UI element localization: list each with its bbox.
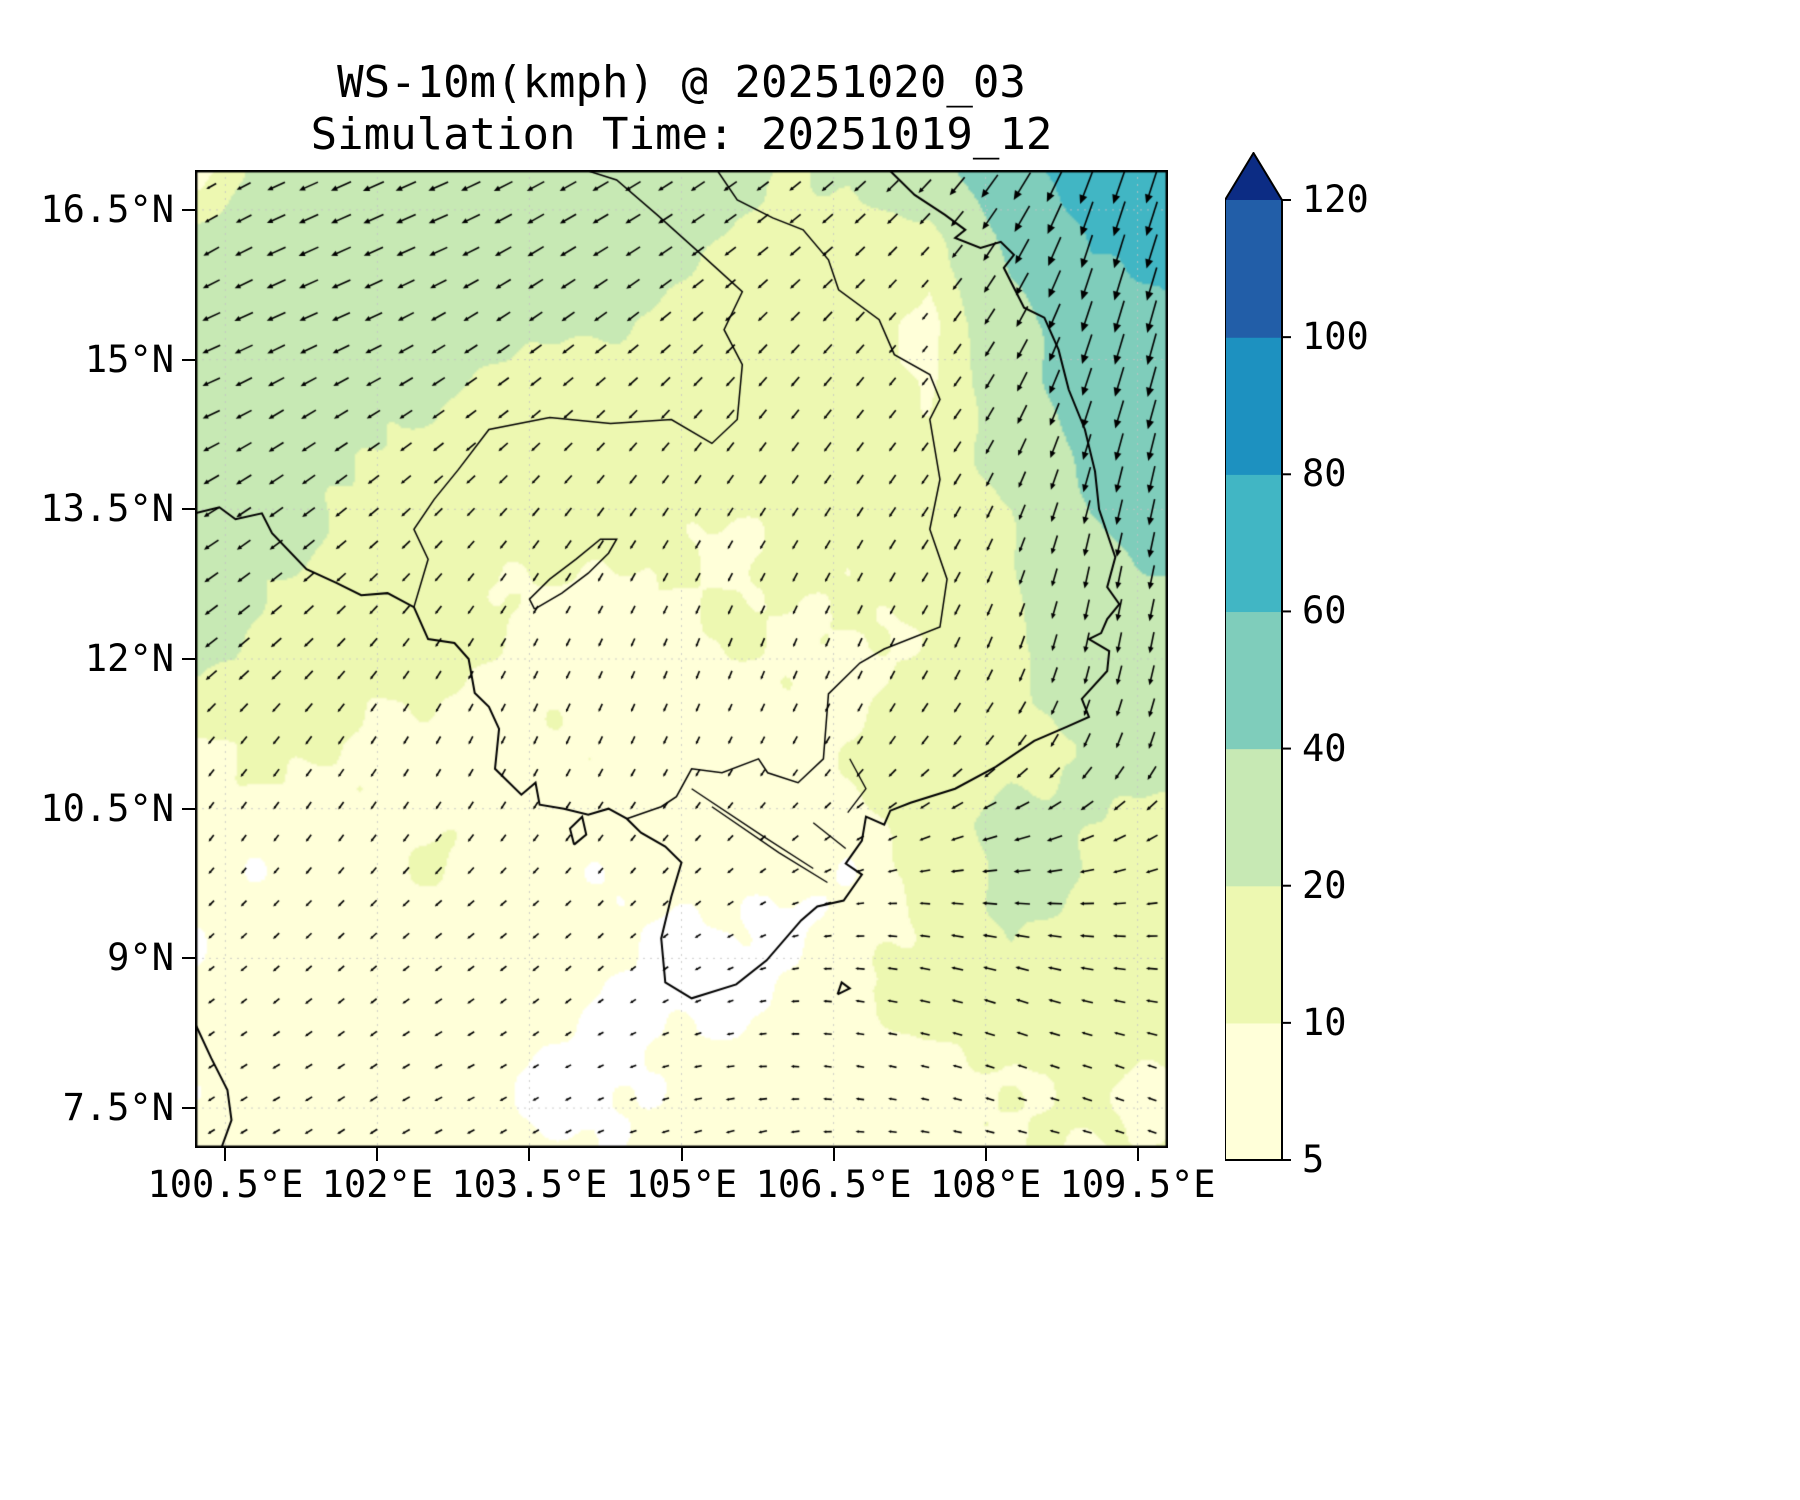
x-tick-label: 103.5°E xyxy=(451,1163,608,1206)
colorbar-tick-label: 80 xyxy=(1302,452,1347,496)
y-tick-mark xyxy=(182,208,195,211)
colorbar-tick-label: 20 xyxy=(1302,863,1347,907)
x-tick-label: 102°E xyxy=(321,1163,434,1206)
x-tick-label: 100.5°E xyxy=(147,1163,304,1206)
x-tick-label: 106.5°E xyxy=(755,1163,912,1206)
x-tick-mark xyxy=(376,1148,379,1161)
x-tick-mark xyxy=(1136,1148,1139,1161)
x-tick-mark xyxy=(528,1148,531,1161)
y-tick-mark xyxy=(182,658,195,660)
y-tick-mark xyxy=(182,957,195,960)
map-plot-area xyxy=(195,170,1168,1148)
y-tick-label: 16.5°N xyxy=(40,187,174,231)
chart-subtitle: Simulation Time: 20251019_12 xyxy=(310,109,1053,160)
x-tick-mark xyxy=(224,1148,227,1161)
x-tick-mark xyxy=(832,1148,835,1161)
x-tick-label: 109.5°E xyxy=(1059,1163,1216,1206)
x-tick-mark xyxy=(984,1148,987,1161)
colorbar-tick-label: 40 xyxy=(1302,726,1347,770)
colorbar-tick-label: 10 xyxy=(1302,1000,1347,1044)
x-tick-label: 105°E xyxy=(625,1163,738,1206)
y-tick-mark xyxy=(182,1107,195,1110)
colorbar xyxy=(1224,151,1295,1167)
y-tick-label: 9°N xyxy=(107,936,174,980)
colorbar-svg xyxy=(1224,151,1291,1161)
colorbar-tick-label: 120 xyxy=(1302,178,1369,221)
y-tick-label: 10.5°N xyxy=(40,786,174,830)
y-tick-label: 12°N xyxy=(84,637,174,680)
y-tick-label: 7.5°N xyxy=(62,1086,174,1130)
x-tick-label: 108°E xyxy=(929,1163,1042,1206)
wind-map-canvas xyxy=(195,170,1168,1148)
y-tick-label: 15°N xyxy=(84,337,174,381)
colorbar-tick-label: 60 xyxy=(1302,589,1347,633)
chart-title: WS-10m(kmph) @ 20251020_03 xyxy=(337,57,1026,108)
colorbar-tick-label: 5 xyxy=(1302,1138,1325,1181)
colorbar-tick-label: 100 xyxy=(1302,315,1369,359)
y-tick-mark xyxy=(182,358,195,361)
y-tick-mark xyxy=(182,508,195,511)
x-tick-mark xyxy=(680,1148,683,1161)
y-tick-mark xyxy=(182,807,195,810)
y-tick-label: 13.5°N xyxy=(40,487,174,531)
